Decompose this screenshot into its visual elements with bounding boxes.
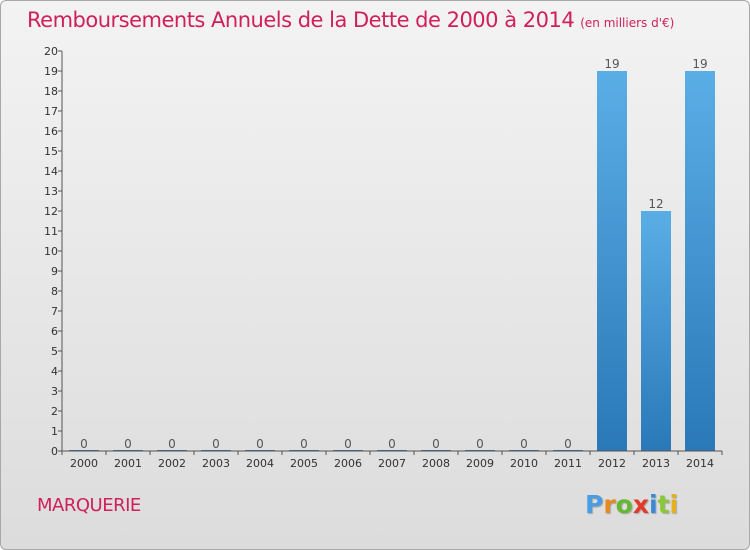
y-tick-label: 11 (44, 225, 58, 238)
data-label-2008: 0 (432, 437, 440, 451)
x-tick-label-2012: 2012 (598, 457, 626, 470)
bar-2013 (641, 211, 671, 451)
x-tick-label-2007: 2007 (378, 457, 406, 470)
x-tick-label-2014: 2014 (686, 457, 714, 470)
logo-letter: o (615, 490, 633, 519)
y-tick-label: 14 (44, 165, 58, 178)
x-tick-label-2004: 2004 (246, 457, 274, 470)
logo-letter: t (657, 490, 670, 519)
logo-letter: i (669, 490, 679, 519)
y-tick-label: 4 (51, 365, 58, 378)
x-tick-label-2005: 2005 (290, 457, 318, 470)
y-tick-label: 3 (51, 385, 58, 398)
y-tick-label: 12 (44, 205, 58, 218)
y-tick-label: 6 (51, 325, 58, 338)
y-tick-label: 10 (44, 245, 58, 258)
logo-letter: r (603, 490, 616, 519)
x-tick-label-2009: 2009 (466, 457, 494, 470)
y-tick-label: 13 (44, 185, 58, 198)
chart-unit-note: (en milliers d'€) (580, 16, 675, 30)
x-tick-label-2000: 2000 (70, 457, 98, 470)
logo-letter: i (649, 490, 658, 519)
data-label-2003: 0 (212, 437, 220, 451)
bar-2012 (597, 71, 627, 451)
data-label-2014: 19 (692, 57, 707, 71)
y-tick-label: 7 (51, 305, 58, 318)
logo-letter: P (585, 490, 604, 519)
y-tick-label: 2 (51, 405, 58, 418)
chart-title-text: Remboursements Annuels de la Dette de 20… (27, 8, 575, 32)
y-tick-label: 20 (44, 45, 58, 58)
y-tick-label: 1 (51, 425, 58, 438)
x-tick-label-2003: 2003 (202, 457, 230, 470)
x-tick-label-2001: 2001 (114, 457, 142, 470)
x-tick-label-2011: 2011 (554, 457, 582, 470)
data-label-2010: 0 (520, 437, 528, 451)
proxiti-logo: Proxiti (585, 490, 678, 519)
x-tick-label-2010: 2010 (510, 457, 538, 470)
data-label-2001: 0 (124, 437, 132, 451)
data-label-2011: 0 (564, 437, 572, 451)
data-label-2013: 12 (648, 197, 663, 211)
data-label-2009: 0 (476, 437, 484, 451)
data-label-2004: 0 (256, 437, 264, 451)
x-tick-label-2013: 2013 (642, 457, 670, 470)
data-label-2012: 19 (604, 57, 619, 71)
x-tick-label-2008: 2008 (422, 457, 450, 470)
y-tick-label: 16 (44, 125, 58, 138)
data-label-2005: 0 (300, 437, 308, 451)
y-tick-label: 5 (51, 345, 58, 358)
data-label-2002: 0 (168, 437, 176, 451)
y-tick-label: 17 (44, 105, 58, 118)
y-tick-label: 0 (51, 445, 58, 458)
data-label-2007: 0 (388, 437, 396, 451)
logo-letter: x (632, 490, 649, 519)
y-tick-label: 15 (44, 145, 58, 158)
y-tick-label: 18 (44, 85, 58, 98)
x-tick-label-2006: 2006 (334, 457, 362, 470)
y-tick-label: 8 (51, 285, 58, 298)
x-tick-label-2002: 2002 (158, 457, 186, 470)
bar-2014 (685, 71, 715, 451)
data-label-2006: 0 (344, 437, 352, 451)
data-label-2000: 0 (80, 437, 88, 451)
y-tick-label: 19 (44, 65, 58, 78)
commune-name: MARQUERIE (37, 495, 141, 516)
y-tick-label: 9 (51, 265, 58, 278)
chart-title: Remboursements Annuels de la Dette de 20… (27, 8, 674, 32)
